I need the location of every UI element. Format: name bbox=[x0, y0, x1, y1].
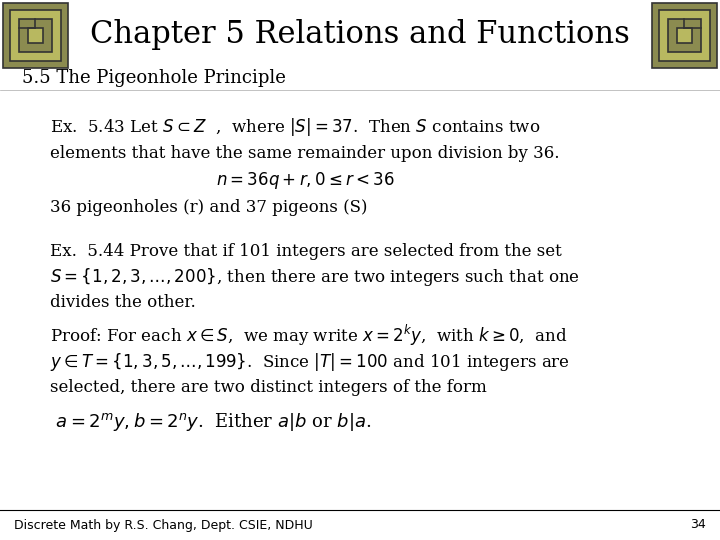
Text: 36 pigeonholes (r) and 37 pigeons (S): 36 pigeonholes (r) and 37 pigeons (S) bbox=[50, 199, 368, 217]
Bar bbox=[652, 3, 717, 68]
Text: 34: 34 bbox=[690, 518, 706, 531]
Bar bbox=[659, 10, 710, 61]
Text: Ex.  5.44 Prove that if 101 integers are selected from the set: Ex. 5.44 Prove that if 101 integers are … bbox=[50, 242, 562, 260]
Text: $y \in T = \{1,3,5,\ldots  ,199\}$.  Since $|T|= 100$ and 101 integers are: $y \in T = \{1,3,5,\ldots ,199\}$. Since… bbox=[50, 351, 570, 373]
Text: $n = 36q + r, 0 \leq r < 36$: $n = 36q + r, 0 \leq r < 36$ bbox=[216, 171, 395, 191]
Bar bbox=[28, 28, 43, 43]
Text: Ex.  5.43 Let $S \subset Z$  ,  where $|S| = 37$.  Then $S$ contains two: Ex. 5.43 Let $S \subset Z$ , where $|S| … bbox=[50, 116, 541, 138]
Bar bbox=[19, 19, 52, 52]
Text: $a = 2^m y, b = 2^n y$.  Either $a|b$ or $b|a$.: $a = 2^m y, b = 2^n y$. Either $a|b$ or … bbox=[50, 411, 372, 433]
Bar bbox=[677, 28, 692, 43]
Bar bbox=[3, 3, 68, 68]
Text: Discrete Math by R.S. Chang, Dept. CSIE, NDHU: Discrete Math by R.S. Chang, Dept. CSIE,… bbox=[14, 518, 313, 531]
Text: 5.5 The Pigeonhole Principle: 5.5 The Pigeonhole Principle bbox=[22, 69, 285, 87]
Bar bbox=[668, 19, 701, 52]
Text: elements that have the same remainder upon division by 36.: elements that have the same remainder up… bbox=[50, 145, 560, 163]
Text: $S = \{1,2,3,\ldots  ,200\}$, then there are two integers such that one: $S = \{1,2,3,\ldots ,200\}$, then there … bbox=[50, 266, 580, 288]
Text: Proof: For each $x \in S$,  we may write $x = 2^k y$,  with $k \geq 0$,  and: Proof: For each $x \in S$, we may write … bbox=[50, 323, 568, 348]
Text: divides the other.: divides the other. bbox=[50, 294, 196, 312]
Text: selected, there are two distinct integers of the form: selected, there are two distinct integer… bbox=[50, 379, 487, 396]
Bar bbox=[10, 10, 61, 61]
Text: Chapter 5 Relations and Functions: Chapter 5 Relations and Functions bbox=[90, 19, 630, 51]
